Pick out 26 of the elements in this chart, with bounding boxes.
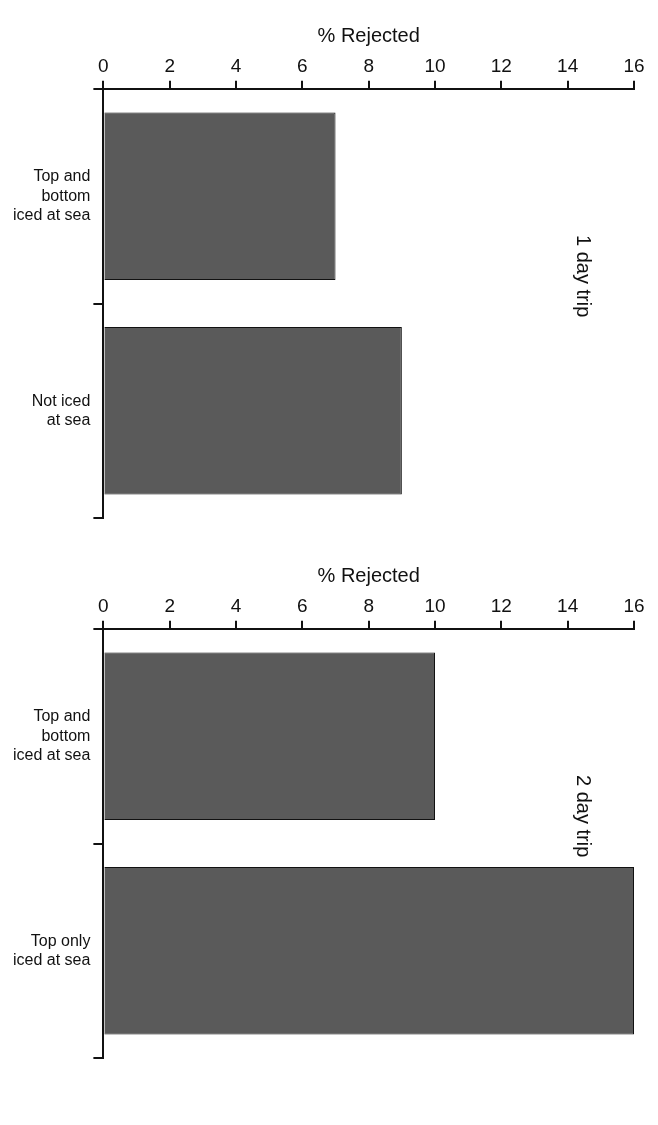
x-axis-title: % Rejected	[317, 23, 420, 46]
x-tick-label: 2	[164, 54, 175, 76]
y-tick-label: Top and bottom iced at sea	[12, 167, 91, 223]
x-tick-label: 2	[164, 594, 175, 616]
y-tick-label: Not iced at sea	[31, 391, 91, 428]
x-tick-label: 8	[363, 594, 374, 616]
text: 1 day trip	[572, 235, 595, 318]
x-tick-label: 0	[98, 594, 109, 616]
x-tick-label: 10	[424, 54, 446, 76]
x-tick-label: 8	[363, 54, 374, 76]
x-tick-label: 6	[297, 594, 308, 616]
x-tick-label: 12	[490, 594, 512, 616]
x-tick-label: 0	[98, 54, 109, 76]
y-tick-label: Top and bottom iced at sea	[12, 707, 91, 763]
x-tick-label: 14	[557, 594, 579, 616]
x-tick-label: 16	[623, 54, 645, 76]
y-tick-label: Top only iced at sea	[12, 931, 91, 968]
x-tick-label: 10	[424, 594, 446, 616]
x-tick-label: 14	[557, 54, 579, 76]
x-tick-label: 4	[230, 54, 242, 76]
x-tick-label: 16	[623, 594, 645, 616]
x-tick-label: 4	[230, 594, 242, 616]
x-tick-label: 12	[490, 54, 512, 76]
text: 2 day trip	[572, 775, 595, 858]
x-tick-label: 6	[297, 54, 308, 76]
x-axis-title: % Rejected	[317, 563, 420, 586]
